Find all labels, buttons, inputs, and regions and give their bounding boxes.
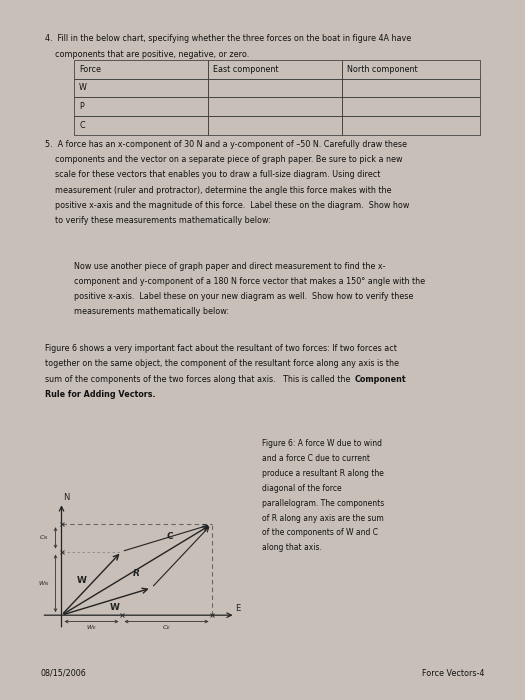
Bar — [342, 116, 480, 135]
Text: North component: North component — [348, 64, 418, 74]
Text: scale for these vectors that enables you to draw a full-size diagram. Using dire: scale for these vectors that enables you… — [45, 170, 381, 179]
Text: components that are positive, negative, or zero.: components that are positive, negative, … — [45, 50, 249, 59]
Text: 5.  A force has an x-component of 30 N and a y-component of –50 N. Carefully dra: 5. A force has an x-component of 30 N an… — [45, 140, 407, 149]
Text: $W_E$: $W_E$ — [86, 624, 97, 632]
Text: along that axis.: along that axis. — [262, 543, 322, 552]
Text: Now use another piece of graph paper and direct measurement to find the x-: Now use another piece of graph paper and… — [74, 262, 385, 270]
Text: Component: Component — [355, 374, 407, 384]
Text: sum of the components of the two forces along that axis.   This is called the: sum of the components of the two forces … — [45, 374, 353, 384]
Text: of R along any axis are the sum: of R along any axis are the sum — [262, 514, 384, 523]
Text: W: W — [79, 83, 87, 92]
Bar — [74, 78, 207, 97]
Text: E: E — [236, 604, 241, 613]
Text: Force Vectors-4: Force Vectors-4 — [422, 669, 485, 678]
Bar — [342, 60, 480, 78]
Text: $C_E$: $C_E$ — [162, 624, 171, 632]
Bar — [74, 116, 207, 135]
Bar — [207, 97, 342, 116]
Text: $C_N$: $C_N$ — [39, 533, 48, 542]
Text: Force: Force — [79, 64, 101, 74]
Text: and a force C due to current: and a force C due to current — [262, 454, 371, 463]
Text: of the components of W and C: of the components of W and C — [262, 528, 379, 538]
Text: $W_N$: $W_N$ — [38, 579, 49, 588]
Bar — [207, 60, 342, 78]
Text: N: N — [64, 494, 70, 503]
Text: measurement (ruler and protractor), determine the angle this force makes with th: measurement (ruler and protractor), dete… — [45, 186, 392, 195]
Bar — [207, 116, 342, 135]
Text: produce a resultant R along the: produce a resultant R along the — [262, 469, 384, 478]
Bar — [74, 97, 207, 116]
Bar — [342, 97, 480, 116]
Text: measurements mathematically below:: measurements mathematically below: — [74, 307, 228, 316]
Bar — [207, 78, 342, 97]
Text: parallelogram. The components: parallelogram. The components — [262, 499, 385, 508]
Text: positive x-axis and the magnitude of this force.  Label these on the diagram.  S: positive x-axis and the magnitude of thi… — [45, 201, 410, 210]
Text: P: P — [79, 102, 84, 111]
Text: C: C — [166, 531, 173, 540]
Text: Figure 6: A force W due to wind: Figure 6: A force W due to wind — [262, 440, 383, 449]
Bar — [74, 60, 207, 78]
Text: 4.  Fill in the below chart, specifying whether the three forces on the boat in : 4. Fill in the below chart, specifying w… — [45, 34, 412, 43]
Text: Figure 6 shows a very important fact about the resultant of two forces: If two f: Figure 6 shows a very important fact abo… — [45, 344, 397, 354]
Text: together on the same object, the component of the resultant force along any axis: together on the same object, the compone… — [45, 359, 399, 368]
Text: to verify these measurements mathematically below:: to verify these measurements mathematica… — [45, 216, 271, 225]
Text: diagonal of the force: diagonal of the force — [262, 484, 342, 493]
Text: East component: East component — [213, 64, 279, 74]
Bar — [342, 78, 480, 97]
Text: components and the vector on a separate piece of graph paper. Be sure to pick a : components and the vector on a separate … — [45, 155, 403, 164]
Text: 08/15/2006: 08/15/2006 — [40, 669, 86, 678]
Text: Rule for Adding Vectors.: Rule for Adding Vectors. — [45, 390, 156, 399]
Text: positive x-axis.  Label these on your new diagram as well.  Show how to verify t: positive x-axis. Label these on your new… — [74, 292, 413, 301]
Text: C: C — [79, 121, 85, 130]
Text: R: R — [133, 569, 140, 578]
Text: W: W — [77, 576, 87, 585]
Text: W: W — [110, 603, 120, 612]
Text: component and y-component of a 180 N force vector that makes a 150° angle with t: component and y-component of a 180 N for… — [74, 276, 425, 286]
